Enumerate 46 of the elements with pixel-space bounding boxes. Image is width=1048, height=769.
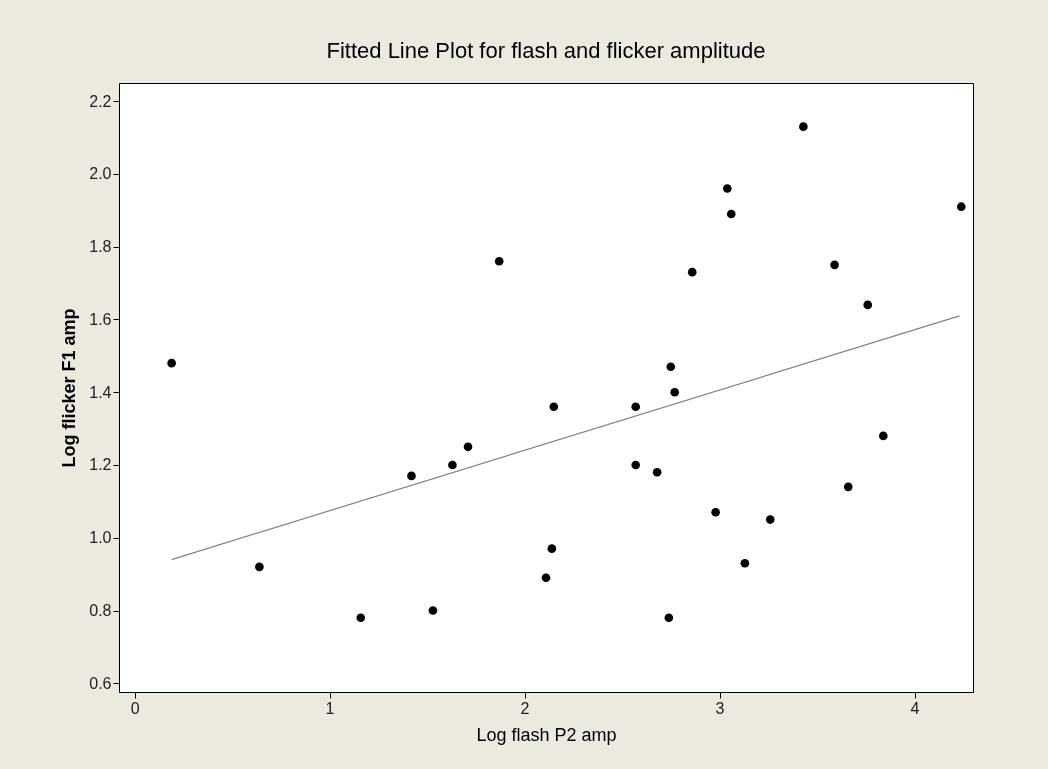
point: [740, 558, 750, 568]
point: [687, 267, 697, 277]
y-tick-label: 0.6: [89, 674, 112, 692]
y-tick-label: 1.8: [89, 238, 112, 256]
y-tick-label: 1.0: [89, 529, 112, 547]
x-tick-label: 1: [325, 699, 335, 717]
x-tick-label: 0: [130, 699, 140, 717]
point: [863, 300, 873, 310]
point: [799, 122, 808, 131]
point: [830, 260, 839, 270]
point: [428, 606, 438, 615]
point: [670, 387, 680, 397]
point: [407, 471, 416, 481]
point: [878, 431, 888, 441]
y-tick-label: 1.4: [89, 383, 112, 401]
point: [631, 460, 641, 470]
y-tick-label: 1.2: [89, 456, 112, 474]
point: [549, 402, 559, 412]
point: [726, 209, 736, 219]
point: [765, 515, 775, 524]
point: [356, 613, 366, 623]
x-tick-label: 3: [715, 699, 725, 717]
x-tick-label: 2: [520, 699, 530, 717]
point: [547, 544, 557, 553]
point: [711, 507, 720, 517]
y-tick-label: 0.8: [89, 602, 112, 620]
point: [843, 482, 853, 492]
y-tick-label: 1.6: [89, 310, 112, 328]
point: [463, 442, 473, 452]
x-tick-label: 4: [910, 699, 920, 717]
point: [448, 460, 457, 470]
point: [255, 562, 264, 572]
point: [666, 362, 676, 372]
point: [956, 202, 966, 212]
x-axis-title: Log flash P2 amp: [476, 724, 617, 745]
y-tick-label: 2.0: [89, 165, 112, 183]
point: [664, 613, 674, 623]
point: [167, 358, 176, 368]
chart-title: Fitted Line Plot for flash and flicker amplitude: [326, 38, 766, 63]
y-axis-title: Log flicker F1 amp: [59, 308, 80, 468]
y-tick-label: 2.2: [89, 92, 112, 110]
point: [494, 256, 504, 266]
point: [652, 467, 662, 477]
point: [541, 573, 551, 583]
point: [631, 402, 641, 412]
point: [723, 184, 732, 193]
